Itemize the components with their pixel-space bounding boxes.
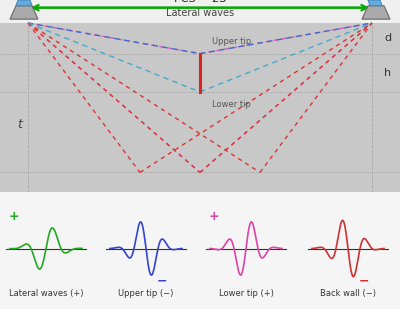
Text: Back wall (−): Back wall (−) bbox=[320, 289, 376, 298]
Text: PCS = 2S: PCS = 2S bbox=[174, 0, 226, 4]
Polygon shape bbox=[362, 6, 390, 19]
Text: Lower tip (+): Lower tip (+) bbox=[218, 289, 274, 298]
Text: d: d bbox=[384, 33, 392, 43]
Text: Lateral waves: Lateral waves bbox=[166, 8, 234, 19]
Text: +: + bbox=[9, 210, 19, 223]
FancyBboxPatch shape bbox=[0, 23, 400, 192]
Text: Lateral waves (+): Lateral waves (+) bbox=[9, 289, 83, 298]
Text: Upper tip (−): Upper tip (−) bbox=[118, 289, 174, 298]
Text: −: − bbox=[359, 274, 369, 287]
FancyBboxPatch shape bbox=[0, 0, 400, 23]
Text: −: − bbox=[157, 274, 167, 287]
Polygon shape bbox=[16, 0, 32, 6]
Text: Lower tip: Lower tip bbox=[212, 99, 251, 109]
Text: h: h bbox=[384, 68, 392, 78]
Polygon shape bbox=[368, 0, 382, 6]
Text: Upper tip: Upper tip bbox=[212, 37, 251, 46]
Polygon shape bbox=[10, 6, 38, 19]
Text: +: + bbox=[209, 210, 219, 223]
Text: t: t bbox=[18, 118, 22, 131]
